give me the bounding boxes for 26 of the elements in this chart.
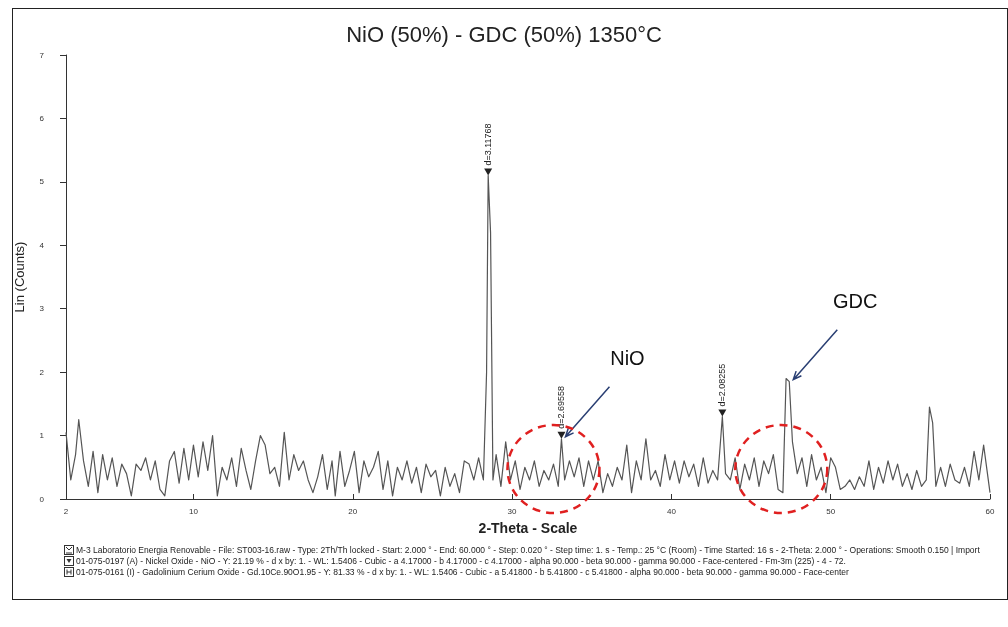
- y-tick-label: 5: [39, 177, 45, 187]
- y-axis-title: Lin (Counts): [12, 241, 27, 313]
- annotation: d=3.11768: [483, 123, 494, 166]
- x-tick-label: 60: [985, 506, 995, 516]
- annotation: d=2.08255: [717, 363, 728, 407]
- annotation: NiO: [610, 346, 645, 369]
- y-tick-label: 6: [39, 113, 45, 123]
- x-tick-label: 20: [348, 506, 358, 516]
- annotation: d=2.69558: [556, 385, 567, 429]
- text: M-3 Laboratorio Energia Renovable - File: ST003-16.raw - Type: 2Th/Th locked - Start: 2.000 ° - End: 60.000 ° - Step: 0.020 ° - Step time: 1. s - Temp.: 25 °C (Room) - Time Started: 16 s - 2-Theta: 2.000 ° - Operations: Smooth 0.150 | Import: [76, 545, 980, 556]
- y-tick-label: 3: [39, 304, 45, 314]
- x-tick-label: 50: [826, 506, 836, 516]
- y-tick-label: 7: [39, 50, 45, 60]
- y-tick-label: 4: [39, 240, 45, 250]
- y-tick-label: 2: [39, 367, 45, 377]
- x-tick-label: 10: [189, 506, 199, 516]
- text: 01-075-0161 (I) - Gadolinium Cerium Oxide - Gd.10Ce.90O1.95 - Y: 81.33 % - d x by: 1. - WL: 1.5406 - Cubic - a 5.41800 - b 5.41800 - c 5.41800 - alpha 90.000 - beta 90.000 - gamma 90.000 - Face-center: [76, 567, 849, 578]
- x-tick-label: 40: [666, 506, 677, 516]
- x-tick-label: 30: [507, 506, 518, 516]
- y-tick-label: 0: [39, 494, 45, 504]
- text: 01-075-0197 (A) - Nickel Oxide - NiO - Y: 21.19 % - d x by: 1. - WL: 1.5406 - Cubic - a 4.17000 - b 4.17000 - c 4.17000 - alpha 90.000 - beta 90.000 - gamma 90.000 - Face-centered - Fm-3m (225) - 4 - 72.: [76, 556, 846, 567]
- x-tick-label: 2: [63, 506, 69, 516]
- y-tick-label: 1: [39, 431, 45, 441]
- x-axis-title: 2-Theta - Scale: [478, 520, 578, 536]
- chart-title: NiO (50%) - GDC (50%) 1350°C: [346, 21, 662, 47]
- annotation: GDC: [833, 289, 878, 312]
